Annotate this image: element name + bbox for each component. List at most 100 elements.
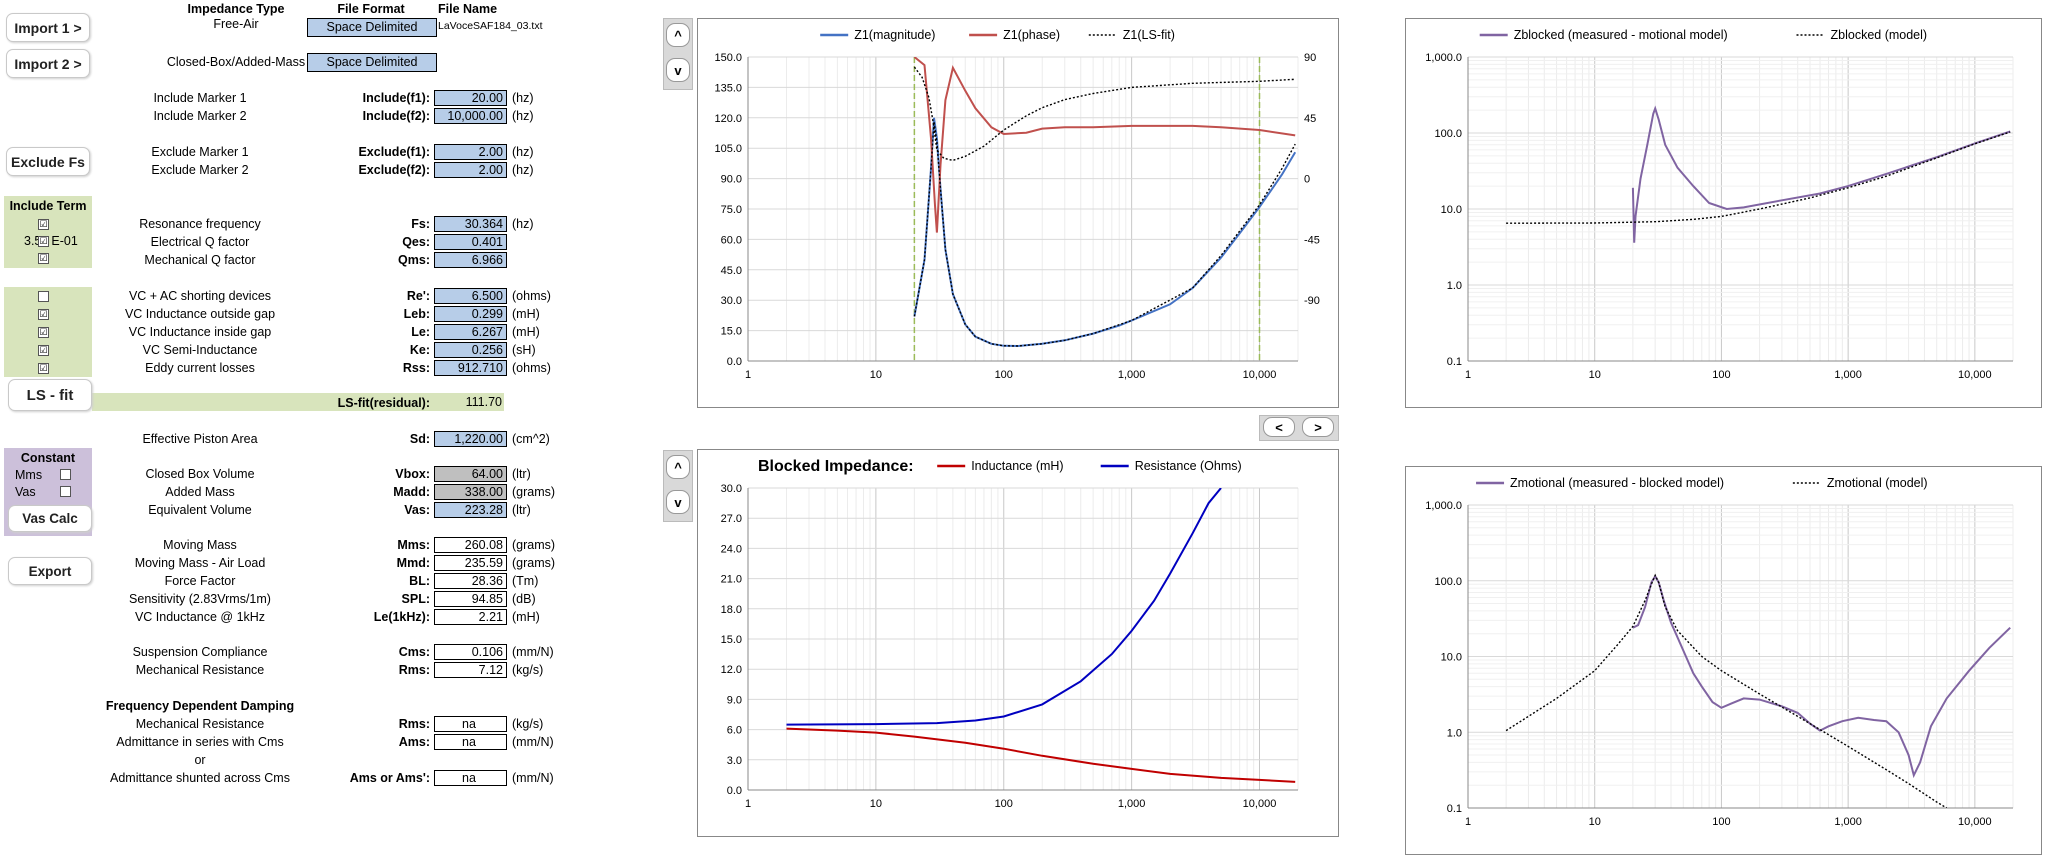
exclude-f2-value[interactable]: 2.00: [434, 162, 507, 178]
vas-unit: (ltr): [512, 503, 531, 517]
x-tick-label: 10,000: [1958, 369, 1992, 381]
y-tick-label: 1.0: [1447, 280, 1462, 292]
le-value[interactable]: 6.267: [434, 324, 507, 340]
mmd-label: Moving Mass - Air Load: [134, 556, 266, 570]
include-leb-checkbox[interactable]: ☑: [38, 309, 49, 320]
fdd-title: Frequency Dependent Damping: [105, 699, 295, 713]
mmd-value: 235.59: [434, 555, 507, 571]
include-f2-value[interactable]: 10,000.00: [434, 108, 507, 124]
vbox-label: Closed Box Volume: [145, 467, 255, 481]
sd-unit: (cm^2): [512, 432, 550, 446]
ls-fit-residual-row: [92, 393, 504, 411]
series-line: [913, 117, 1297, 348]
blocked-impedance-chart: 0.0 3.0 6.0 9.0 12.0 15.0 18.0 21.0 24.0 27.0 30.0…: [721, 458, 1299, 810]
y-tick-label: 100.0: [1434, 576, 1462, 588]
exclude-marker-2-label: Exclude Marker 2: [151, 163, 249, 177]
qms-value[interactable]: 6.966: [434, 252, 507, 268]
ls-fit-button[interactable]: LS - fit: [8, 379, 92, 411]
x-tick-label: 10: [1589, 369, 1601, 381]
include-rss-checkbox[interactable]: ☑: [38, 363, 49, 374]
include-qms-checkbox[interactable]: ☑: [38, 253, 49, 264]
bl-unit: (Tm): [512, 574, 539, 588]
blocked-chart-panel: 0.0 3.0 6.0 9.0 12.0 15.0 18.0 21.0 24.0 27.0 30.0…: [697, 449, 1339, 837]
leb-value[interactable]: 0.299: [434, 306, 507, 322]
y-tick-label: 15.0: [721, 326, 742, 338]
vas-value[interactable]: 223.28: [434, 502, 507, 518]
constant-mms-checkbox[interactable]: [60, 469, 71, 480]
x-tick-label: 10: [870, 369, 882, 381]
chart1-down-button[interactable]: v: [666, 58, 690, 82]
include-f2-key: Include(f2):: [362, 109, 430, 123]
legend-label: Resistance (Ohms): [1135, 459, 1242, 473]
sd-value[interactable]: 1,220.00: [434, 431, 507, 447]
include-marker-2-label: Include Marker 2: [153, 109, 247, 123]
include-qes-checkbox[interactable]: ☑: [38, 236, 49, 247]
zblocked-chart: 0.1 1.0 10.0 100.0 1,000.0 1 10 100 1,000 10,000 Z…: [1425, 28, 2014, 381]
fdd-ams-value: na: [434, 734, 507, 750]
y-tick-label: 9.0: [727, 694, 742, 706]
y2-tick-label: 90: [1304, 52, 1316, 64]
fs-value[interactable]: 30.364: [434, 216, 507, 232]
rss-value[interactable]: 912.710: [434, 360, 507, 376]
constant-vas-label: Vas: [15, 485, 36, 499]
y-tick-label: 30.0: [721, 483, 742, 495]
export-button[interactable]: Export: [8, 557, 92, 585]
rms-label: Mechanical Resistance: [135, 663, 265, 677]
import-2-button[interactable]: Import 2 >: [6, 49, 90, 78]
constant-vas-checkbox[interactable]: [60, 486, 71, 497]
x-tick-label: 1: [1465, 816, 1471, 828]
chart1-up-button[interactable]: ^: [666, 23, 690, 47]
legend-label: Zblocked (measured - motional model): [1514, 28, 1728, 42]
y-tick-label: 60.0: [721, 234, 742, 246]
include-le-checkbox[interactable]: ☑: [38, 327, 49, 338]
leb-key: Leb:: [403, 307, 430, 321]
spl-label: Sensitivity (2.83Vrms/1m): [129, 592, 271, 606]
fs-label: Resonance frequency: [139, 217, 261, 231]
y-tick-label: 1,000.0: [1425, 52, 1462, 64]
madd-value[interactable]: 338.00: [434, 484, 507, 500]
series-line: [913, 121, 1296, 347]
madd-label: Added Mass: [165, 485, 235, 499]
legend-label: Z1(LS-fit): [1123, 28, 1175, 42]
chart3-down-button[interactable]: v: [666, 490, 690, 514]
include-term-overlay-value: 3.5 E-01: [24, 234, 78, 248]
y-tick-label: 75.0: [721, 204, 742, 216]
constant-mms-label: Mms: [15, 468, 43, 482]
include-f1-value[interactable]: 20.00: [434, 90, 507, 106]
le1k-label: VC Inductance @ 1kHz: [134, 610, 266, 624]
exclude-f1-value[interactable]: 2.00: [434, 144, 507, 160]
include-ke-checkbox[interactable]: ☑: [38, 345, 49, 356]
y-tick-label: 10.0: [1441, 652, 1462, 664]
ke-value[interactable]: 0.256: [434, 342, 507, 358]
re-value[interactable]: 6.500: [434, 288, 507, 304]
fdd-ams-label: Admittance in series with Cms: [116, 735, 284, 749]
include-fs-checkbox[interactable]: ☑: [38, 219, 49, 230]
x-tick-label: 10,000: [1243, 369, 1277, 381]
vas-calc-button[interactable]: Vas Calc: [8, 505, 92, 532]
chart-left-button[interactable]: <: [1263, 417, 1295, 437]
fdd-ams-unit: (mm/N): [512, 735, 554, 749]
chart3-up-button[interactable]: ^: [666, 455, 690, 479]
import-2-format[interactable]: Space Delimited: [307, 53, 437, 72]
import-1-format[interactable]: Space Delimited: [307, 18, 437, 37]
x-tick-label: 100: [1712, 816, 1730, 828]
rss-label: Eddy current losses: [145, 361, 255, 375]
series-line: [1505, 573, 1948, 808]
y-tick-label: 27.0: [721, 513, 742, 525]
include-re-checkbox[interactable]: [38, 291, 49, 302]
vbox-value[interactable]: 64.00: [434, 466, 507, 482]
qes-value[interactable]: 0.401: [434, 234, 507, 250]
sd-label: Effective Piston Area: [142, 432, 258, 446]
import-1-button[interactable]: Import 1 >: [6, 13, 90, 42]
y-tick-label: 0.0: [727, 356, 742, 368]
x-tick-label: 1,000: [1834, 369, 1862, 381]
include-marker-1-label: Include Marker 1: [153, 91, 247, 105]
exclude-fs-button[interactable]: Exclude Fs: [6, 147, 90, 176]
mmd-unit: (grams): [512, 556, 556, 570]
x-tick-label: 1,000: [1118, 369, 1146, 381]
qms-key: Qms:: [398, 253, 430, 267]
x-tick-label: 10: [1589, 816, 1601, 828]
x-tick-label: 100: [995, 798, 1013, 810]
chart-right-button[interactable]: >: [1302, 417, 1334, 437]
y2-tick-label: 45: [1304, 113, 1316, 125]
